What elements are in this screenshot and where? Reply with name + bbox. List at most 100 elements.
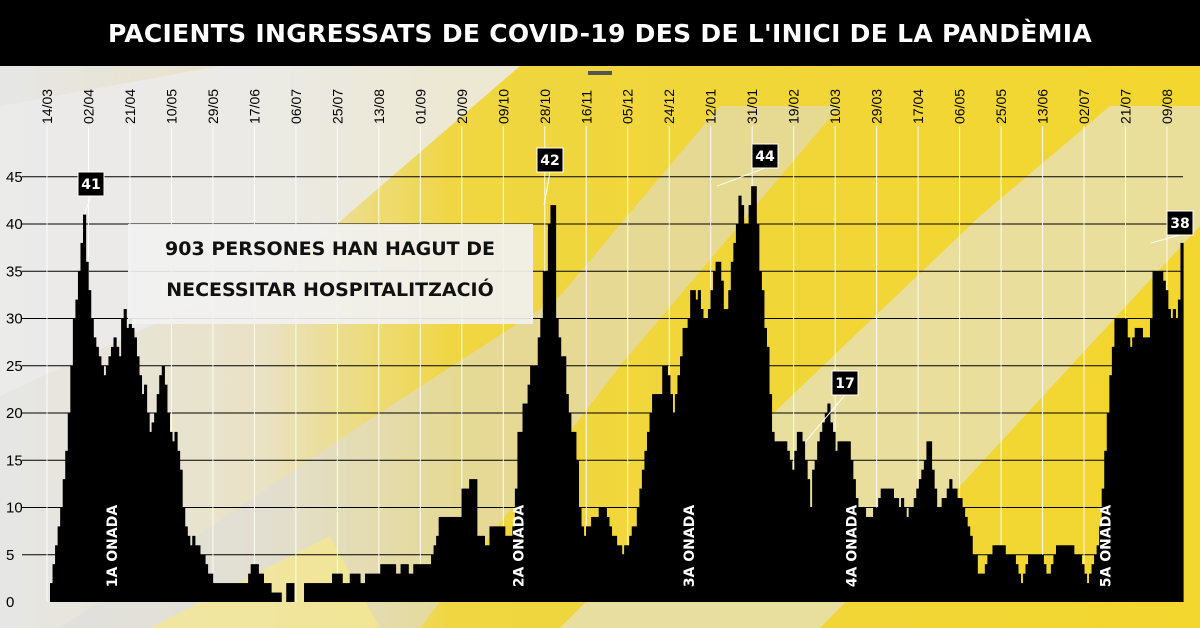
annotation-text: 903 PERSONES HAN HAGUT DE [165, 238, 495, 260]
bar [740, 205, 745, 602]
bar [276, 592, 280, 602]
bar [959, 498, 963, 602]
bar [847, 441, 851, 602]
bar [212, 583, 216, 602]
bar-chart: 0 5 10 15 20 25 30 35 40 45 14/03 02/04 21/04 10/05 2… [0, 66, 1200, 628]
bar [85, 261, 89, 602]
bar [916, 488, 920, 602]
bar [748, 205, 752, 602]
peak-leader [83, 195, 92, 215]
bar [807, 479, 811, 602]
bar [944, 498, 948, 602]
bar [781, 441, 785, 602]
bar [1162, 280, 1166, 602]
bar [954, 488, 958, 602]
bar [552, 205, 557, 602]
bar [1170, 318, 1174, 602]
bar [83, 214, 87, 603]
bar [387, 564, 392, 602]
bar [547, 224, 552, 602]
bar [1053, 554, 1057, 602]
bar [928, 441, 933, 602]
wave-label: 3A ONADA [682, 505, 698, 588]
bar [720, 280, 724, 602]
bar [98, 356, 102, 602]
bar [248, 573, 252, 602]
bar [365, 573, 369, 602]
bar [1116, 318, 1121, 602]
bar [1099, 526, 1103, 602]
x-tick-label: 05/12 [620, 89, 636, 124]
y-tick-label: 15 [6, 452, 23, 469]
bar [207, 573, 211, 602]
bar [1066, 545, 1070, 602]
bar [1177, 299, 1182, 602]
bar [324, 583, 328, 602]
bar [514, 488, 519, 602]
bar [60, 507, 64, 602]
bar [1109, 375, 1113, 602]
bar [613, 535, 618, 602]
bar [438, 516, 442, 602]
bar [921, 469, 925, 602]
peak-box [1166, 210, 1194, 236]
bar [154, 413, 158, 602]
bar [608, 526, 613, 602]
bar [626, 545, 630, 602]
bar [349, 573, 353, 602]
bar [586, 526, 590, 602]
bar [441, 516, 445, 602]
bar [639, 488, 643, 602]
bar [852, 479, 856, 602]
bar [149, 431, 153, 602]
bar [1063, 545, 1067, 602]
bar [768, 394, 773, 602]
y-tick-label: 45 [6, 169, 23, 186]
bar [227, 583, 231, 602]
bar [690, 290, 694, 602]
bar [718, 261, 722, 602]
bar [166, 413, 170, 602]
bar [611, 535, 615, 602]
bar [710, 290, 714, 602]
bar [65, 450, 69, 602]
wave-label: 5A ONADA [1099, 505, 1115, 588]
bar [1030, 554, 1034, 602]
bar [448, 516, 452, 602]
bar [972, 554, 976, 602]
bar [558, 337, 562, 602]
bar [753, 186, 757, 602]
bar [837, 441, 841, 602]
bar [890, 488, 894, 602]
bar [1017, 573, 1022, 602]
bar [499, 526, 503, 602]
bar [563, 356, 567, 602]
peak-label: 38 [1170, 216, 1189, 232]
x-tick-label: 25/05 [993, 89, 1009, 124]
bar [382, 564, 386, 602]
bar [580, 526, 585, 602]
bar [80, 242, 84, 602]
bar [893, 498, 897, 602]
bar [1081, 564, 1085, 602]
bar [217, 583, 221, 602]
bar [67, 413, 71, 602]
bar [326, 583, 331, 602]
bar [575, 460, 579, 602]
bar [834, 450, 839, 602]
peak-label: 42 [540, 153, 559, 169]
bar [1048, 573, 1052, 602]
bar [786, 450, 790, 602]
bar [362, 583, 366, 602]
date-gridlines [46, 126, 1168, 602]
bar [95, 346, 99, 602]
bar [1119, 318, 1123, 602]
bar [344, 583, 348, 602]
peak-box [831, 370, 859, 396]
bar [616, 545, 620, 602]
bar [974, 554, 978, 602]
bar [1058, 545, 1062, 602]
y-tick-label: 35 [6, 263, 23, 280]
bar [593, 516, 597, 602]
bar [532, 365, 536, 602]
